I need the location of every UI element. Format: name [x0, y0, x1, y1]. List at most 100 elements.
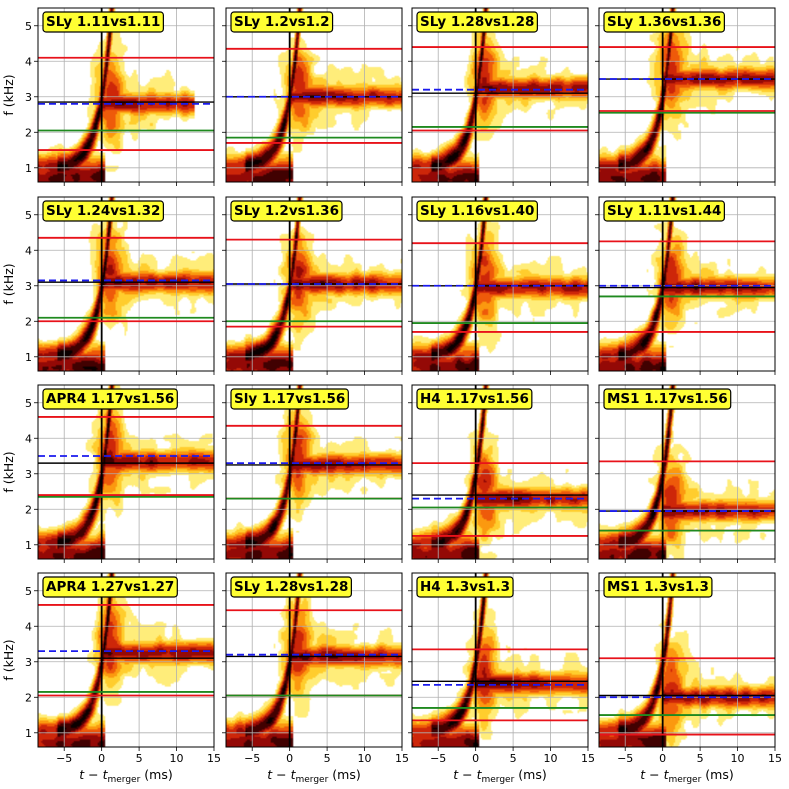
- panel-label: SLy 1.28vs1.28: [234, 579, 348, 595]
- y-tick-label: 4: [25, 244, 32, 257]
- y-tick-label: 3: [25, 280, 32, 293]
- x-tick-label: 10: [544, 752, 558, 765]
- panel-label-box: [416, 11, 538, 33]
- panel-label-box: [230, 11, 334, 33]
- panel-frame: [598, 7, 776, 183]
- spectrogram-image: [599, 197, 775, 371]
- y-tick-label: 3: [25, 468, 32, 481]
- spectrogram-image: [226, 573, 402, 747]
- x-tick-label: 15: [207, 752, 221, 765]
- panel-label: APR4 1.27vs1.27: [46, 579, 174, 595]
- panel-label: MS1 1.17vs1.56: [607, 391, 728, 407]
- panel-label: SLy 1.16vs1.40: [420, 203, 534, 219]
- y-axis-label: f (kHz): [1, 639, 16, 680]
- y-tick-label: 5: [25, 209, 32, 222]
- panel: SLy 1.2vs1.2: [222, 7, 403, 186]
- panel-label: H4 1.3vs1.3: [420, 579, 510, 595]
- x-tick-label: 0: [472, 752, 479, 765]
- panel-label-box: [230, 388, 349, 410]
- x-tick-label: 5: [136, 752, 143, 765]
- y-tick-label: 3: [25, 656, 32, 669]
- panel-frame: [225, 572, 403, 748]
- y-axis-label: f (kHz): [1, 451, 16, 492]
- panel-frame: [411, 7, 589, 183]
- panel-label-box: [42, 11, 164, 33]
- panel-label: Sly 1.17vs1.56: [234, 391, 345, 407]
- panel-label-box: [230, 576, 352, 598]
- panel: SLy 1.36vs1.36: [595, 7, 776, 186]
- x-tick-label: 15: [581, 752, 595, 765]
- y-tick-label: 5: [25, 20, 32, 33]
- y-axis-label: f (kHz): [1, 74, 16, 115]
- spectrogram-image: [412, 573, 588, 747]
- spectrogram-image: [38, 8, 214, 182]
- x-tick-label: 5: [324, 752, 331, 765]
- panel-label: MS1 1.3vs1.3: [607, 579, 709, 595]
- x-tick-label: 0: [286, 752, 293, 765]
- y-tick-label: 1: [25, 162, 32, 175]
- panel: 1 2 3 4 5 SLy 1.24vs1.32: [25, 196, 215, 375]
- y-tick-label: 5: [25, 397, 32, 410]
- x-axis-label: t − tmerger (ms): [640, 767, 733, 785]
- panel-label: H4 1.17vs1.56: [420, 391, 529, 407]
- panel: SLy 1.2vs1.36: [222, 196, 403, 375]
- panel-frame: [598, 196, 776, 372]
- x-tick-label: 5: [510, 752, 517, 765]
- spectrogram-image: [226, 8, 402, 182]
- spectrogram-image: [412, 197, 588, 371]
- panel-label-box: [42, 388, 178, 410]
- panel-label: SLy 1.24vs1.32: [46, 203, 160, 219]
- y-tick-label: 4: [25, 55, 32, 68]
- panel-frame: [225, 384, 403, 560]
- y-tick-label: 2: [25, 126, 32, 139]
- panel-frame: [37, 384, 215, 560]
- panel: MS1 1.17vs1.56: [595, 384, 776, 563]
- y-tick-label: 4: [25, 432, 32, 445]
- panel: SLy 1.28vs1.28: [408, 7, 589, 186]
- panel: −5 0 5 10 15 H4 1.3vs1.3: [408, 572, 595, 765]
- y-tick-label: 2: [25, 691, 32, 704]
- spectrogram-image: [38, 573, 214, 747]
- panel-label-box: [603, 11, 725, 33]
- panel-label: SLy 1.11vs1.11: [46, 14, 160, 30]
- panel-label-box: [416, 576, 514, 598]
- y-tick-label: 1: [25, 727, 32, 740]
- x-tick-label: 0: [659, 752, 666, 765]
- spectrogram-image: [38, 197, 214, 371]
- spectrogram-image: [412, 385, 588, 559]
- x-tick-label: −5: [56, 752, 72, 765]
- panel-label-box: [416, 200, 538, 222]
- spectrogram-image: [226, 385, 402, 559]
- panel-frame: [411, 572, 589, 748]
- panel: Sly 1.17vs1.56: [222, 384, 403, 563]
- x-tick-label: 15: [395, 752, 409, 765]
- spectrogram-image: [412, 8, 588, 182]
- x-tick-label: −5: [430, 752, 446, 765]
- panel-frame: [411, 384, 589, 560]
- y-tick-label: 4: [25, 620, 32, 633]
- panel: −5 0 5 10 15 SLy 1.28vs1.28: [222, 572, 409, 765]
- panel: H4 1.17vs1.56: [408, 384, 589, 563]
- x-tick-label: 5: [697, 752, 704, 765]
- panel-label-box: [42, 576, 178, 598]
- panel-label-box: [603, 388, 732, 410]
- y-axis-label: f (kHz): [1, 263, 16, 304]
- panel-frame: [37, 7, 215, 183]
- panel-label-box: [416, 388, 533, 410]
- spectrogram-image: [599, 573, 775, 747]
- x-tick-label: 10: [170, 752, 184, 765]
- panel-label-box: [230, 200, 343, 222]
- panel-frame: [225, 196, 403, 372]
- panel-label: SLy 1.2vs1.2: [234, 14, 330, 30]
- spectrogram-image: [599, 8, 775, 182]
- x-tick-label: 15: [768, 752, 782, 765]
- panel-frame: [411, 196, 589, 372]
- panel-frame: [598, 572, 776, 748]
- panel-frame: [37, 572, 215, 748]
- x-axis-label: t − tmerger (ms): [267, 767, 360, 785]
- panel-label-box: [603, 576, 713, 598]
- panel: −5 0 5 10 15 MS1 1.3vs1.3: [595, 572, 782, 765]
- x-tick-label: −5: [617, 752, 633, 765]
- x-tick-label: −5: [244, 752, 260, 765]
